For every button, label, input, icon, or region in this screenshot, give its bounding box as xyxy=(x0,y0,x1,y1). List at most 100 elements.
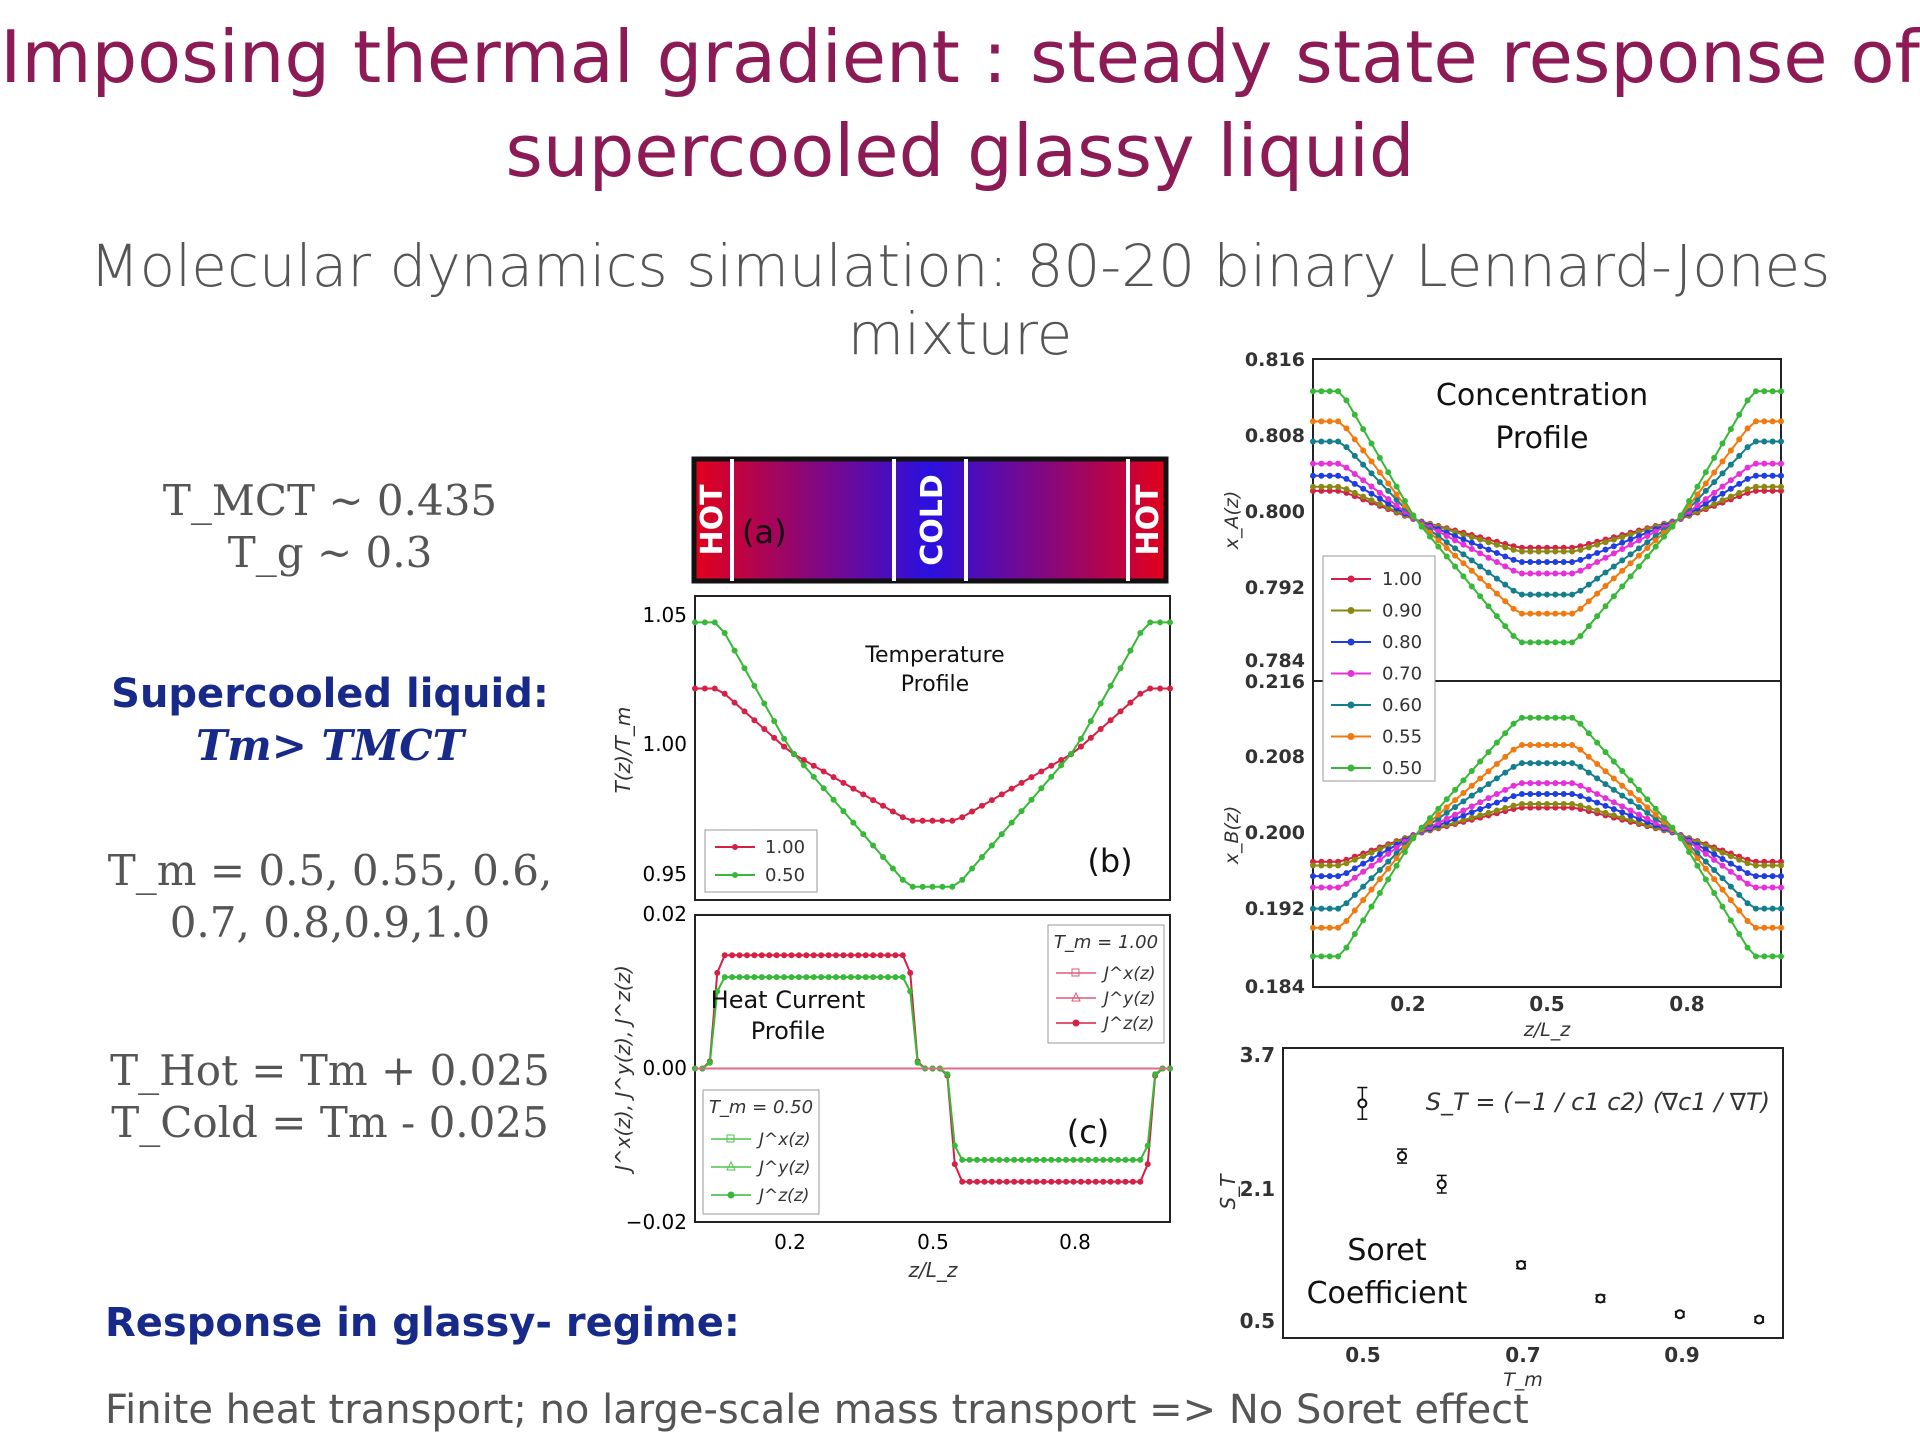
data-point xyxy=(862,974,869,981)
data-point xyxy=(1518,741,1525,748)
data-point xyxy=(818,952,825,959)
data-point xyxy=(761,700,768,707)
data-point xyxy=(889,808,896,815)
data-point xyxy=(1635,786,1642,793)
legend-label: 0.50 xyxy=(1382,758,1422,779)
data-point xyxy=(1527,548,1534,555)
data-point xyxy=(1097,700,1104,707)
data-point xyxy=(929,883,936,890)
data-point xyxy=(1535,714,1542,721)
data-point xyxy=(1326,873,1333,880)
data-point xyxy=(914,1059,921,1066)
data-point xyxy=(1527,791,1534,798)
data-point xyxy=(1619,767,1626,774)
data-point xyxy=(860,831,867,838)
data-point xyxy=(1627,531,1634,538)
data-point xyxy=(959,876,966,883)
legend-label: 0.80 xyxy=(1382,632,1422,653)
data-point xyxy=(1552,591,1559,598)
data-point xyxy=(1343,944,1350,951)
data-point xyxy=(1343,475,1350,482)
conc-xtick: 0.2 xyxy=(1390,992,1425,1016)
data-point xyxy=(751,974,758,981)
data-point xyxy=(1627,536,1634,543)
data-point xyxy=(1527,780,1534,787)
data-point xyxy=(1310,483,1316,490)
data-point xyxy=(1552,780,1559,787)
data-point xyxy=(1719,886,1726,893)
data-point xyxy=(1610,806,1617,813)
data-point xyxy=(1360,447,1367,454)
data-point xyxy=(1752,483,1759,490)
data-point xyxy=(1468,767,1475,774)
soret-xtick: 0.7 xyxy=(1505,1343,1540,1367)
data-point xyxy=(1778,905,1784,912)
data-point xyxy=(1485,603,1492,610)
data-point xyxy=(1318,388,1325,395)
data-point xyxy=(1744,486,1751,493)
data-point xyxy=(1594,559,1601,566)
data-point xyxy=(1318,884,1325,891)
data-point xyxy=(1560,559,1567,566)
data-point xyxy=(1602,768,1609,775)
data-point xyxy=(1117,665,1124,672)
legend-label: J^y(z) xyxy=(756,1158,811,1178)
data-point xyxy=(1635,804,1642,811)
data-point xyxy=(1711,479,1718,486)
data-point xyxy=(1610,543,1617,550)
data-point xyxy=(1063,1178,1070,1185)
data-point xyxy=(1544,639,1550,646)
data-point xyxy=(1460,807,1467,814)
data-point xyxy=(1003,1178,1010,1185)
legend-label: 1.00 xyxy=(765,837,805,858)
data-point xyxy=(1577,793,1584,800)
slide-title-line2: supercooled glassy liquid xyxy=(505,109,1415,193)
data-point xyxy=(1310,418,1316,425)
data-point xyxy=(1410,512,1417,519)
data-point xyxy=(803,952,810,959)
data-point xyxy=(1644,809,1651,816)
data-point xyxy=(1635,797,1642,804)
data-point xyxy=(1594,575,1601,582)
data-point xyxy=(1594,775,1601,782)
data-point xyxy=(1602,603,1609,610)
soret-point xyxy=(1436,1179,1447,1190)
data-point xyxy=(1577,763,1584,770)
data-point xyxy=(1727,426,1734,433)
data-point xyxy=(1401,849,1408,856)
data-point xyxy=(1401,498,1408,505)
data-point xyxy=(1569,610,1576,617)
legend-label: J^z(z) xyxy=(1101,1014,1154,1034)
data-point xyxy=(1351,891,1358,898)
data-point xyxy=(1326,862,1333,869)
data-point xyxy=(1493,791,1500,798)
data-point xyxy=(781,952,788,959)
data-point xyxy=(1385,480,1392,487)
data-point xyxy=(959,814,966,821)
soret-xtick: 0.9 xyxy=(1664,1343,1699,1367)
data-point xyxy=(1360,485,1367,492)
data-point xyxy=(1711,500,1718,507)
soret-annotation-line2: Coefficient xyxy=(1307,1276,1468,1311)
data-point xyxy=(1167,619,1173,626)
data-point xyxy=(766,952,773,959)
data-point xyxy=(907,988,914,995)
data-point xyxy=(1719,903,1726,910)
data-point xyxy=(1418,824,1425,831)
data-point xyxy=(1343,880,1350,887)
data-point xyxy=(899,814,906,821)
data-point xyxy=(909,883,916,890)
data-point xyxy=(1602,781,1609,788)
data-point xyxy=(1652,537,1659,544)
data-point xyxy=(899,952,906,959)
data-point xyxy=(1560,591,1567,598)
data-point xyxy=(1368,483,1375,490)
data-point xyxy=(1087,734,1094,741)
data-point xyxy=(1510,802,1517,809)
data-point xyxy=(1577,546,1584,553)
series-line-xB-1.00 xyxy=(1313,806,1781,863)
data-point xyxy=(1147,619,1154,626)
data-point xyxy=(1485,569,1492,576)
data-point xyxy=(1518,610,1525,617)
data-point xyxy=(1452,804,1459,811)
